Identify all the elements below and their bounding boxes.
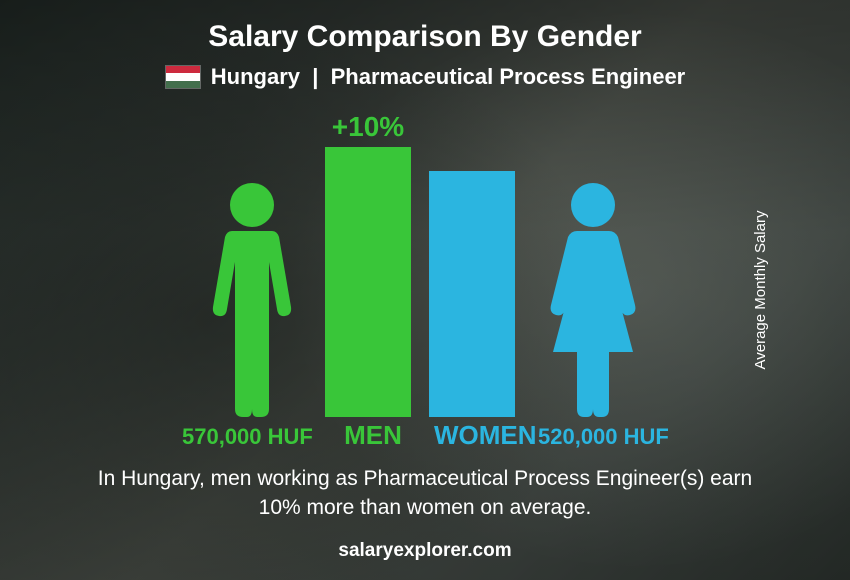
description-text: In Hungary, men working as Pharmaceutica… (75, 465, 775, 522)
subtitle-row: Hungary | Pharmaceutical Process Enginee… (165, 64, 686, 90)
men-bar-column: +10% (325, 147, 411, 417)
female-icon-column (533, 177, 653, 417)
hungary-flag-icon (165, 65, 201, 89)
subtitle-text: Hungary | Pharmaceutical Process Enginee… (211, 64, 686, 90)
flag-stripe-mid (166, 73, 200, 80)
chart-area: +10% 570,000 HUF MEN WOMEN 520,000 HUF (40, 98, 810, 451)
flag-stripe-top (166, 66, 200, 73)
infographic-container: Salary Comparison By Gender Hungary | Ph… (0, 0, 850, 580)
men-gender-label: MEN (330, 420, 416, 451)
male-person-icon (197, 177, 307, 417)
y-axis-label: Average Monthly Salary (752, 211, 769, 370)
women-gender-label: WOMEN (434, 420, 520, 451)
women-bar-column (429, 171, 515, 417)
men-bar (325, 147, 411, 417)
separator: | (312, 64, 318, 89)
male-icon-column (197, 177, 307, 417)
female-person-icon (533, 177, 653, 417)
country-name: Hungary (211, 64, 300, 89)
job-title: Pharmaceutical Process Engineer (331, 64, 686, 89)
footer-attribution: salaryexplorer.com (338, 540, 511, 562)
bottom-labels-row: 570,000 HUF MEN WOMEN 520,000 HUF (40, 420, 810, 451)
flag-stripe-bot (166, 81, 200, 88)
men-salary-label: 570,000 HUF (182, 424, 312, 450)
women-salary-label: 520,000 HUF (538, 424, 668, 450)
page-title: Salary Comparison By Gender (208, 20, 641, 54)
women-bar (429, 171, 515, 417)
percentage-difference-label: +10% (332, 111, 404, 143)
